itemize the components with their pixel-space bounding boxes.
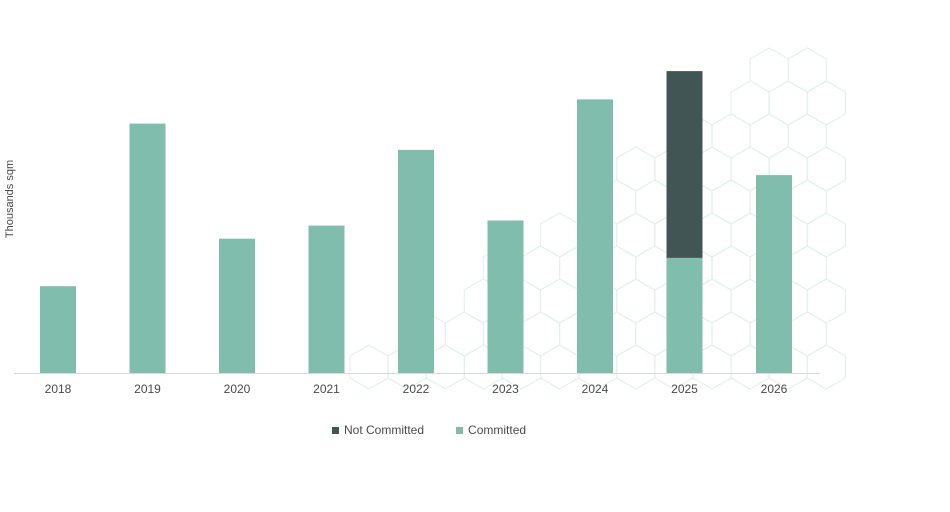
legend-item-not-committed: Not Committed	[332, 423, 424, 437]
x-tick-label-2024: 2024	[582, 382, 609, 396]
background-hexagon	[806, 278, 846, 324]
bar-committed-2021	[308, 225, 345, 373]
background-hexagon	[806, 146, 846, 192]
bar-committed-2020	[219, 238, 255, 373]
background-hexagon	[444, 311, 484, 357]
x-tick-label-2023: 2023	[492, 382, 519, 396]
background-hexagon	[787, 113, 827, 159]
x-tick-label-2026: 2026	[761, 382, 788, 396]
legend-swatch-not-committed	[332, 426, 339, 434]
bar-committed-2018	[40, 286, 76, 373]
bars-group	[40, 71, 792, 374]
background-hexagon	[711, 179, 751, 225]
x-tick-labels: 2018 2019 2020 2021 2022 2023 2024 2025 2026	[45, 382, 788, 396]
background-hexagon	[539, 344, 580, 390]
background-hexagon	[539, 278, 580, 324]
background-hexagon	[520, 311, 561, 357]
background-hexagon	[768, 80, 808, 126]
legend-label-committed: Committed	[468, 423, 527, 437]
legend-swatch-committed	[456, 426, 464, 434]
x-tick-label-2025: 2025	[671, 382, 698, 396]
background-hexagon	[711, 311, 751, 357]
bar-not-committed-2025	[666, 71, 703, 258]
background-hexagon	[616, 278, 656, 324]
background-hexagon	[616, 344, 656, 390]
background-hexagon	[806, 344, 846, 390]
background-hexagon	[711, 113, 751, 159]
background-hexagon	[806, 212, 846, 258]
background-hexagon	[730, 80, 770, 126]
legend-label-not-committed: Not Committed	[344, 423, 425, 437]
background-hexagon	[749, 47, 789, 93]
background-hexagon	[616, 146, 656, 192]
background-hexagon	[749, 113, 789, 159]
bar-committed-2019	[129, 123, 166, 373]
background-hexagon	[711, 245, 751, 291]
background-hexagon	[787, 311, 827, 357]
bar-committed-2023	[487, 220, 524, 373]
bar-committed-2022	[398, 149, 434, 373]
x-tick-label-2018: 2018	[45, 382, 72, 396]
background-hexagon	[787, 179, 827, 225]
background-hexagon	[616, 212, 656, 258]
background-hexagon	[349, 344, 389, 390]
bar-committed-2025	[666, 257, 703, 373]
legend: Not Committed Committed	[332, 423, 526, 437]
background-hexagon	[520, 245, 561, 291]
background-hexagon	[806, 80, 846, 126]
y-axis-title: Thousands sqm	[4, 160, 16, 238]
x-tick-label-2022: 2022	[403, 382, 430, 396]
background-hexagon	[539, 212, 580, 258]
background-hexagon	[787, 47, 827, 93]
legend-item-committed: Committed	[456, 423, 526, 437]
background-hexagon	[787, 245, 827, 291]
x-tick-label-2020: 2020	[224, 382, 251, 396]
bar-committed-2026	[756, 175, 792, 373]
bar-committed-2024	[577, 99, 613, 374]
x-tick-label-2019: 2019	[134, 382, 161, 396]
x-tick-label-2021: 2021	[313, 382, 340, 396]
